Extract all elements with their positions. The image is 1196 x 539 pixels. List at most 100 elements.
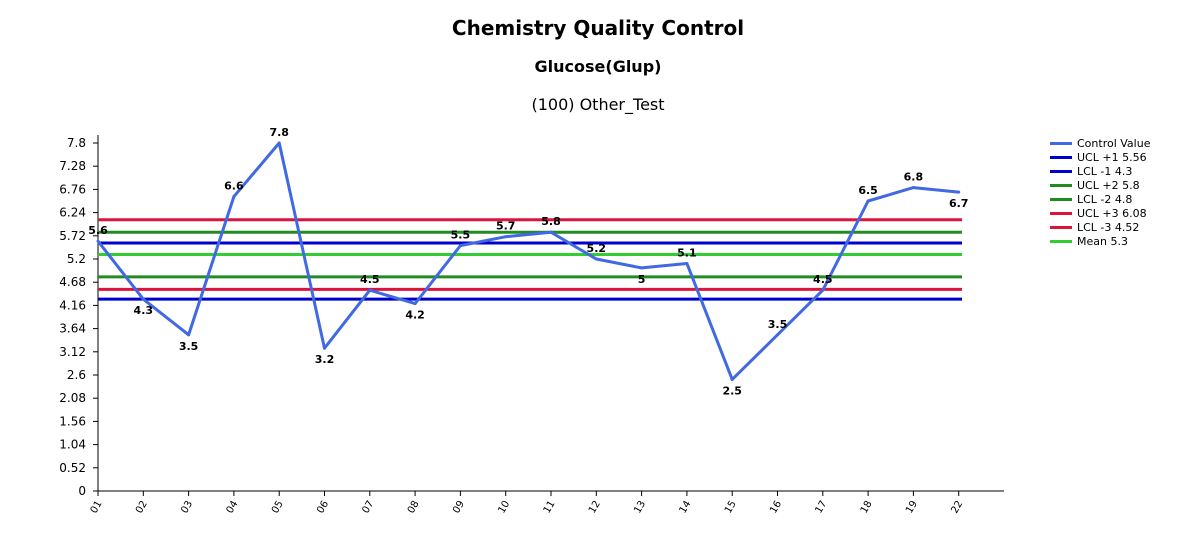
y-tick-label: 4.16 (59, 298, 86, 312)
data-label: 7.8 (269, 126, 289, 139)
x-tick-label: 11 (542, 499, 558, 516)
legend-label: LCL -2 4.8 (1077, 192, 1133, 206)
chart-title: Chemistry Quality Control (451, 16, 745, 40)
x-tick-label: 22 (949, 499, 965, 516)
data-label: 4.2 (405, 309, 425, 322)
data-point (640, 266, 644, 270)
data-point (504, 235, 508, 239)
legend-label: UCL +2 5.8 (1077, 178, 1140, 192)
x-tick-label: 15 (723, 499, 739, 516)
legend-swatch (1050, 141, 1072, 145)
y-tick-label: 7.28 (59, 159, 86, 173)
y-tick-label: 0 (78, 484, 86, 498)
control-value-line (96, 141, 959, 381)
legend-item: Mean 5.3 (1050, 234, 1150, 248)
data-label: 6.6 (224, 180, 244, 193)
data-point (368, 288, 372, 292)
data-point (413, 302, 417, 306)
data-point (594, 257, 598, 261)
legend-label: Control Value (1077, 136, 1151, 150)
data-label: 5.5 (451, 229, 471, 242)
legend-item: Control Value (1050, 136, 1150, 150)
y-tick-label: 1.56 (59, 414, 86, 428)
data-label: 3.5 (179, 340, 199, 353)
data-point (187, 333, 191, 337)
data-label: 4.3 (134, 304, 154, 317)
data-point (821, 288, 825, 292)
data-point (549, 230, 553, 234)
x-tick-label: 01 (89, 499, 105, 516)
y-tick-label: 0.52 (59, 461, 86, 475)
legend-item: LCL -3 4.52 (1050, 220, 1150, 234)
data-point (96, 239, 100, 243)
x-tick-label: 18 (859, 499, 875, 516)
data-label: 2.5 (722, 384, 742, 397)
y-tick-label: 1.04 (59, 438, 86, 452)
legend-swatch (1050, 211, 1072, 215)
y-tick-label: 3.64 (59, 322, 86, 336)
legend-item: LCL -1 4.3 (1050, 164, 1150, 178)
data-point (866, 199, 870, 203)
legend-swatch (1050, 183, 1072, 187)
legend-label: LCL -1 4.3 (1077, 164, 1133, 178)
data-label: 4.5 (813, 273, 833, 286)
data-label: 5.2 (587, 242, 607, 255)
x-tick-label: 03 (179, 499, 195, 516)
y-tick-label: 5.2 (67, 252, 86, 266)
legend-label: UCL +3 6.08 (1077, 206, 1147, 220)
y-tick-label: 2.6 (67, 368, 86, 382)
data-point (141, 297, 145, 301)
legend-item: UCL +1 5.56 (1050, 150, 1150, 164)
y-tick-label: 2.08 (59, 391, 86, 405)
data-point (730, 377, 734, 381)
y-tick-label: 7.8 (67, 136, 86, 150)
x-tick-label: 19 (904, 499, 920, 516)
data-label: 6.5 (858, 184, 878, 197)
y-tick-label: 5.72 (59, 229, 86, 243)
data-point (323, 346, 326, 350)
x-tick-label: 17 (814, 499, 830, 516)
data-point (776, 333, 779, 337)
y-tick-label: 6.76 (59, 182, 86, 196)
data-label: 5 (638, 273, 646, 286)
data-point (232, 195, 236, 199)
x-tick-label: 08 (406, 499, 422, 516)
y-tick-label: 3.12 (59, 345, 86, 359)
chart-legend: Control Value UCL +1 5.56 LCL -1 4.3 UCL +2… (1050, 136, 1150, 248)
x-tick-label: 14 (678, 499, 694, 516)
data-point (277, 141, 281, 145)
data-point (911, 186, 915, 190)
chart-subtitle: Glucose(Glup) (534, 57, 662, 76)
chart-test-name: (100) Other_Test (531, 95, 665, 114)
legend-label: LCL -3 4.52 (1077, 220, 1140, 234)
data-label: 6.7 (949, 197, 969, 210)
x-tick-label: 16 (768, 499, 784, 516)
legend-item: LCL -2 4.8 (1050, 192, 1150, 206)
legend-swatch (1050, 155, 1072, 159)
data-label: 5.1 (677, 246, 697, 259)
data-point (685, 261, 689, 265)
legend-swatch (1050, 225, 1072, 229)
data-point (458, 244, 462, 248)
x-tick-label: 13 (632, 499, 648, 516)
data-label: 3.5 (768, 318, 788, 331)
x-tick-label: 05 (270, 499, 286, 516)
x-tick-label: 07 (361, 499, 377, 516)
x-tick-label: 10 (496, 499, 512, 516)
legend-swatch (1050, 239, 1072, 243)
x-tick-label: 12 (587, 499, 603, 516)
legend-label: UCL +1 5.56 (1077, 150, 1147, 164)
legend-swatch (1050, 169, 1072, 173)
x-tick-label: 06 (315, 499, 331, 516)
data-point (957, 190, 961, 194)
legend-item: UCL +2 5.8 (1050, 178, 1150, 192)
data-label: 6.8 (904, 171, 924, 184)
data-label: 5.7 (496, 220, 516, 233)
legend-label: Mean 5.3 (1077, 234, 1128, 248)
data-label: 5.8 (541, 215, 561, 228)
legend-swatch (1050, 197, 1072, 201)
x-tick-label: 04 (225, 499, 241, 516)
data-label: 3.2 (315, 353, 335, 366)
y-tick-label: 4.68 (59, 275, 86, 289)
